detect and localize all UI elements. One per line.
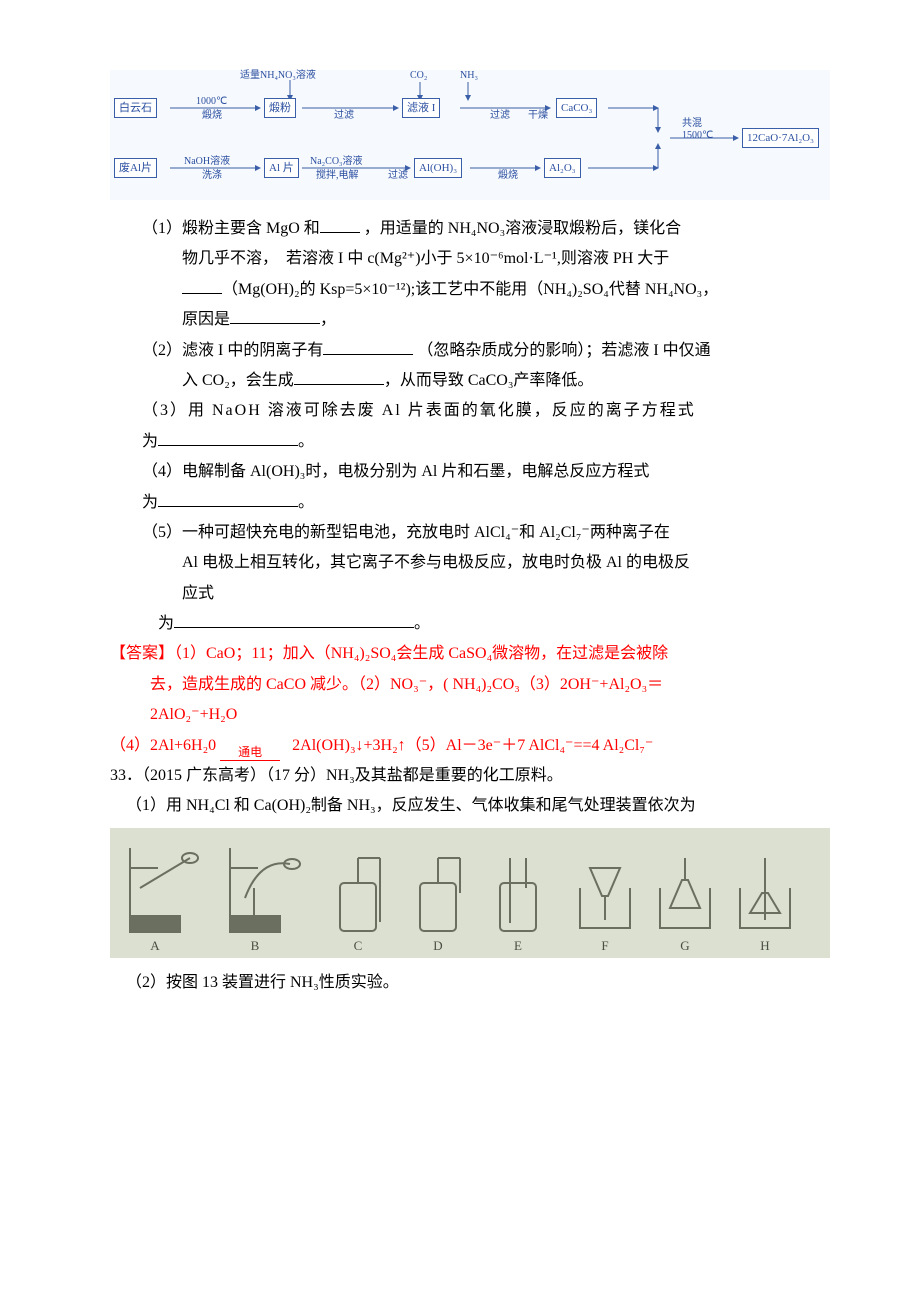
box-duanfen: 煅粉	[264, 98, 296, 118]
lbl-jiaoban: 搅拌,电解	[316, 170, 359, 182]
answer-line2: 去，造成生成的 CaCO 减少。（2）NO₃⁻，( NH₄)₂CO₃（3）2OH…	[110, 670, 830, 700]
app-label-D: D	[433, 938, 442, 953]
lbl-guolv1: 过滤	[334, 110, 354, 122]
lbl-co2: CO₂	[410, 70, 427, 82]
q1-l4b: ，	[320, 311, 336, 328]
q1-l1b: ，用适量的 NH₄NO₃溶液浸取煅粉后，镁化合	[364, 220, 681, 237]
answer-line1: 【答案】（1）CaO；11；加入（NH₄)₂SO₄会生成 CaSO₄微溶物，在过…	[110, 639, 830, 669]
box-alpian: Al 片	[264, 158, 299, 178]
q4-line1: （4）电解制备 Al(OH)₃时，电极分别为 Al 片和石墨，电解总反应方程式	[142, 457, 830, 487]
lbl-na2co3: Na₂CO₃溶液	[310, 156, 363, 168]
q2-l2a: 入 CO₂，会生成	[182, 372, 294, 389]
q1-line2: 物几乎不溶， 若溶液 I 中 c(Mg²⁺)小于 5×10⁻⁶mol·L⁻¹,则…	[110, 244, 830, 274]
answer-line3: 2AlO₂⁻+H₂O	[110, 700, 830, 730]
app-label-E: E	[514, 938, 522, 953]
ans-l4b: 2Al(OH)₃↓+3H₂↑（5）Al－3e⁻＋7 AlCl₄⁻==4 Al₂C…	[292, 737, 653, 754]
lbl-naoh: NaOH溶液	[184, 156, 230, 168]
box-aloh3: Al(OH)₃	[414, 158, 462, 178]
app-label-A: A	[150, 938, 160, 953]
q5-line1: （5）一种可超快充电的新型铝电池，充放电时 AlCl₄⁻和 Al₂Cl₇⁻两种离…	[142, 518, 830, 548]
box-product: 12CaO·7Al₂O₃	[742, 128, 819, 148]
q3-l2a: 为	[142, 433, 158, 450]
blank	[230, 307, 320, 324]
blank	[323, 338, 413, 355]
eq-over-text: 通电	[220, 746, 280, 759]
apparatus-svg: A B C D E F G H	[110, 828, 830, 958]
lbl-duan: 煅烧	[202, 110, 222, 122]
lbl-guolv2: 过滤	[490, 110, 510, 122]
q5-l4a: 为	[158, 615, 174, 632]
blank	[158, 429, 298, 446]
blank	[294, 368, 384, 385]
app-label-H: H	[760, 938, 769, 953]
electrolysis-arrow: 通电	[220, 746, 280, 761]
q2-line1: （2）滤液 I 中的阴离子有 （忽略杂质成分的影响）；若滤液 I 中仅通	[142, 336, 830, 366]
q1-l4a: 原因是	[182, 311, 230, 328]
q5-l4b: 。	[414, 615, 430, 632]
q3-line2: 为。	[110, 427, 830, 457]
blank	[320, 216, 360, 233]
q5-line4: 为。	[110, 609, 830, 639]
app-label-C: C	[354, 938, 363, 953]
q1-line4: 原因是 ，	[110, 305, 830, 335]
q33-p1: （1）用 NH₄Cl 和 Ca(OH)₂制备 NH₃，反应发生、气体收集和尾气处…	[110, 791, 830, 821]
app-label-F: F	[601, 938, 608, 953]
q2-l1b: （忽略杂质成分的影响）；若滤液 I 中仅通	[417, 342, 710, 359]
apparatus-figure: A B C D E F G H	[110, 828, 830, 958]
blank	[174, 611, 414, 628]
answer-line4: （4）2Al+6H₂0 通电 2Al(OH)₃↓+3H₂↑（5）Al－3e⁻＋7…	[110, 731, 830, 761]
q5-line2: Al 电极上相互转化，其它离子不参与电极反应，放电时负极 Al 的电极反	[110, 548, 830, 578]
q2-l1a: （2）滤液 I 中的阴离子有	[142, 342, 323, 359]
blank	[158, 490, 298, 507]
lbl-nh3: NH₃	[460, 70, 478, 82]
q1-line1: （1）煅粉主要含 MgO 和 ，用适量的 NH₄NO₃溶液浸取煅粉后，镁化合	[142, 214, 830, 244]
lbl-nh4no3: 适量NH₄NO₃溶液	[240, 70, 316, 82]
blank	[182, 277, 222, 294]
lbl-1000c: 1000℃	[196, 96, 227, 108]
q33-head: 33．（2015 广东高考）（17 分）NH₃及其盐都是重要的化工原料。	[110, 761, 830, 791]
q1-l3a: （Mg(OH)₂的 Ksp=5×10⁻¹²);该工艺中不能用（NH₄)₂SO₄代…	[222, 281, 718, 298]
q33-p2: （2）按图 13 装置进行 NH₃性质实验。	[110, 968, 830, 998]
box-baiyunshi: 白云石	[114, 98, 157, 118]
page: 白云石 煅粉 滤液 I CaCO₃ 12CaO·7Al₂O₃ 废Al片 Al 片…	[0, 0, 920, 1058]
q2-l2b: ，从而导致 CaCO₃产率降低。	[384, 372, 594, 389]
q4-l2a: 为	[142, 494, 158, 511]
lbl-1500c: 1500℃	[682, 130, 713, 142]
lbl-duan2: 煅烧	[498, 170, 518, 182]
box-lvye1: 滤液 I	[402, 98, 440, 118]
q1-line3: （Mg(OH)₂的 Ksp=5×10⁻¹²);该工艺中不能用（NH₄)₂SO₄代…	[110, 275, 830, 305]
app-label-B: B	[251, 938, 260, 953]
lbl-xidi: 洗涤	[202, 170, 222, 182]
ans-l4a: （4）2Al+6H₂0	[110, 737, 216, 754]
flowchart-diagram: 白云石 煅粉 滤液 I CaCO₃ 12CaO·7Al₂O₃ 废Al片 Al 片…	[110, 70, 830, 200]
lbl-gonghun: 共混	[682, 118, 702, 130]
q5-line3: 应式	[110, 579, 830, 609]
box-feial: 废Al片	[114, 158, 157, 178]
q4-l2b: 。	[298, 494, 314, 511]
q3-line1: （3）用 NaOH 溶液可除去废 Al 片表面的氧化膜，反应的离子方程式	[142, 396, 830, 426]
q4-line2: 为。	[110, 488, 830, 518]
q2-line2: 入 CO₂，会生成 ，从而导致 CaCO₃产率降低。	[110, 366, 830, 396]
box-al2o3: Al₂O₃	[544, 158, 581, 178]
box-caco3: CaCO₃	[556, 98, 597, 118]
lbl-ganzao: 干燥	[528, 110, 548, 122]
q3-l2b: 。	[298, 433, 314, 450]
app-label-G: G	[680, 938, 689, 953]
q1-l1a: （1）煅粉主要含 MgO 和	[142, 220, 320, 237]
lbl-guolv3: 过滤	[388, 170, 408, 182]
